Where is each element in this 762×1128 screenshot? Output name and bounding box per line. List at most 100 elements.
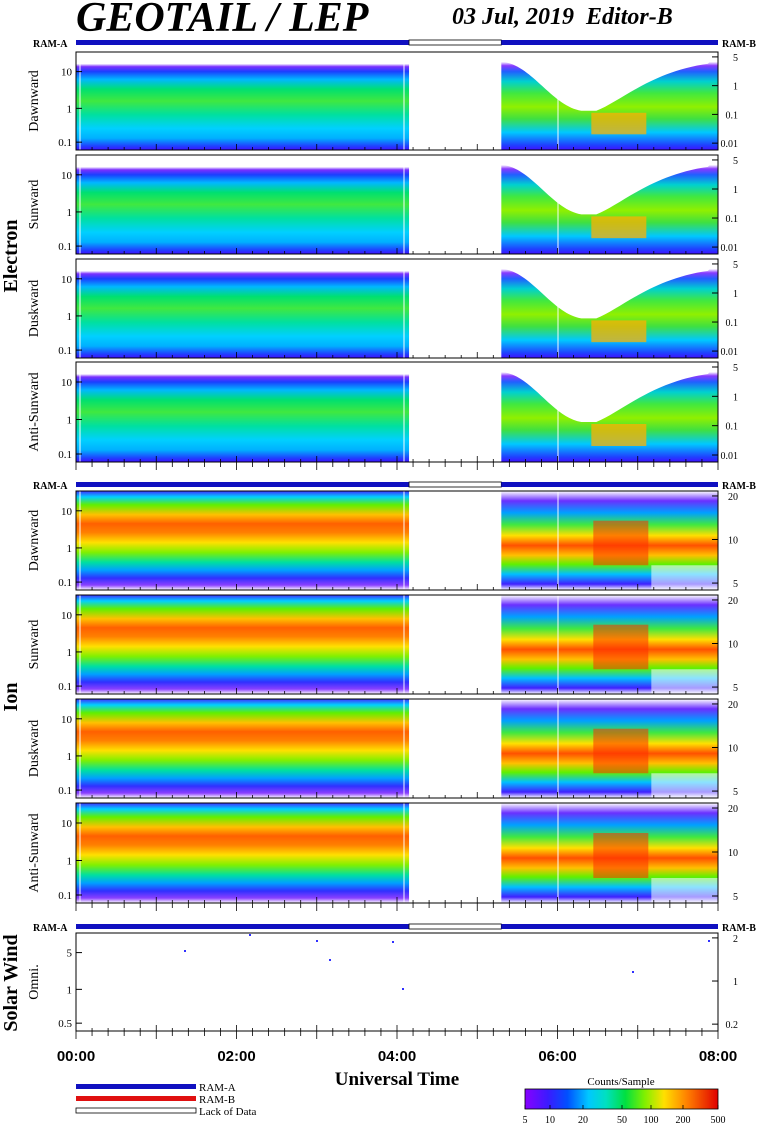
ram-a-bar (501, 924, 718, 929)
y-tick-right-label: 1 (733, 392, 738, 403)
intense-patch (593, 624, 649, 670)
lack-bar (408, 481, 502, 488)
panel-label: Sunward (27, 180, 42, 230)
y-tick-label: 0.1 (58, 890, 72, 902)
y-tick-right-label: 5 (733, 53, 738, 64)
legend-lack-label: Lack of Data (199, 1106, 257, 1118)
y-tick-label: 1 (67, 751, 73, 763)
ram-a-label: RAM-A (33, 39, 68, 50)
spectrogram-segment (76, 803, 410, 903)
y-tick-label: 1 (67, 103, 73, 115)
ram-a-bar (501, 482, 718, 487)
intense-patch (591, 216, 647, 239)
y-tick-right-label: 2 (733, 934, 738, 945)
y-tick-label: 0.5 (58, 1018, 72, 1030)
ram-b-label: RAM-B (722, 481, 756, 492)
sparse-region (651, 565, 718, 590)
spectrogram-segment (76, 52, 410, 150)
y-tick-right-label: 5 (733, 579, 738, 590)
y-tick-label: 10 (61, 170, 73, 182)
no-flux-region (501, 259, 718, 319)
y-tick-label: 0.1 (58, 241, 72, 253)
page-subtitle: 03 Jul, 2019 Editor-B (452, 4, 673, 31)
y-tick-right-label: 1 (733, 289, 738, 300)
editor-label: Editor-B (586, 4, 673, 30)
sparse-region (651, 669, 718, 694)
panel-omni: Omni. 5 1 0.5 2 1 0.2 (27, 932, 739, 1032)
panel-label: Omni. (27, 964, 42, 999)
y-tick-right-label: 1 (733, 185, 738, 196)
data-point (392, 941, 394, 943)
x-tick-label: 00:00 (57, 1048, 95, 1065)
group-ion: RAM-A RAM-B Ion Dawnward 10 1 0.1 20 10 5 Sunward 1… (0, 481, 756, 911)
y-tick-right-label: 5 (733, 260, 738, 271)
sparse-region (651, 878, 718, 903)
y-tick-right-label: 0.01 (721, 451, 739, 462)
ram-b-label: RAM-B (722, 923, 756, 934)
y-tick-right-label: 0.01 (721, 139, 739, 150)
colorbar-fill (524, 1088, 719, 1110)
intense-patch (593, 833, 649, 878)
lack-bar (408, 39, 502, 46)
y-tick-label: 10 (61, 610, 73, 622)
legend-lack-swatch (75, 1107, 197, 1114)
group-label: Electron (0, 220, 22, 293)
colorbar-tick-label: 50 (617, 1115, 627, 1126)
colorbar-tick-label: 100 (644, 1115, 659, 1126)
y-tick-label: 0.1 (58, 577, 72, 589)
ram-a-bar (501, 40, 718, 45)
y-tick-right-label: 5 (733, 363, 738, 374)
colorbar-tick-label: 5 (523, 1115, 528, 1126)
data-point (632, 971, 634, 973)
spectrogram-segment (76, 699, 410, 798)
no-flux-region (501, 155, 718, 215)
panel-sunward: Sunward 10 1 0.1 20 10 5 (27, 594, 738, 695)
panel-label: Dawnward (27, 510, 42, 571)
y-tick-right-label: 10 (728, 744, 738, 755)
y-tick-right-label: 0.1 (726, 422, 739, 433)
y-tick-right-label: 0.2 (726, 1020, 739, 1031)
ram-a-bar (76, 924, 410, 929)
group-solar-wind: RAM-A RAM-B Solar Wind Omni. 5 1 0.5 2 1 0.2 (0, 923, 756, 1039)
colorbar-tick-label: 10 (545, 1115, 555, 1126)
page-title: GEOTAIL / LEP (76, 0, 369, 41)
colorbar-tick-label: 500 (711, 1115, 726, 1126)
y-tick-label: 10 (61, 714, 73, 726)
y-tick-label: 10 (61, 506, 73, 518)
y-tick-label: 10 (61, 818, 73, 830)
y-tick-label: 10 (61, 274, 73, 286)
colorbar-tick-label: 200 (676, 1115, 691, 1126)
date-label: 03 Jul, 2019 (452, 4, 575, 30)
y-tick-label: 10 (61, 67, 73, 79)
no-flux-region (501, 362, 718, 422)
data-point (316, 940, 318, 942)
y-tick-right-label: 20 (728, 700, 738, 711)
panel-anti-sunward: Anti-Sunward 10 1 0.1 5 1 0.1 0.01 (27, 361, 739, 463)
ram-a-bar (76, 40, 410, 45)
y-tick-label: 1 (67, 311, 73, 323)
data-point (708, 940, 710, 942)
y-tick-right-label: 10 (728, 848, 738, 859)
y-tick-label: 0.1 (58, 785, 72, 797)
panel-dawnward: Dawnward 10 1 0.1 5 1 0.1 0.01 (27, 51, 739, 151)
panel-anti-sunward: Anti-Sunward 10 1 0.1 20 10 5 (27, 802, 738, 904)
y-tick-label: 0.1 (58, 137, 72, 149)
x-tick-label: 04:00 (378, 1048, 416, 1065)
data-point (402, 988, 404, 990)
group-electron: RAM-A RAM-B Electron Dawnward 10 1 0.1 5 1 0.1 0.0… (0, 39, 756, 470)
group-label: Ion (0, 683, 22, 712)
panel-label: Duskward (27, 720, 42, 778)
intense-patch (591, 112, 647, 135)
y-tick-right-label: 20 (728, 492, 738, 503)
intense-patch (593, 728, 649, 774)
y-tick-right-label: 10 (728, 640, 738, 651)
y-tick-right-label: 10 (728, 536, 738, 547)
y-tick-label: 1 (67, 984, 73, 996)
spectrogram-segment (76, 259, 410, 358)
panel-frame (75, 932, 719, 1032)
y-tick-right-label: 0.1 (726, 110, 739, 121)
spectrogram-segment (76, 491, 410, 590)
no-flux-region (501, 52, 718, 111)
